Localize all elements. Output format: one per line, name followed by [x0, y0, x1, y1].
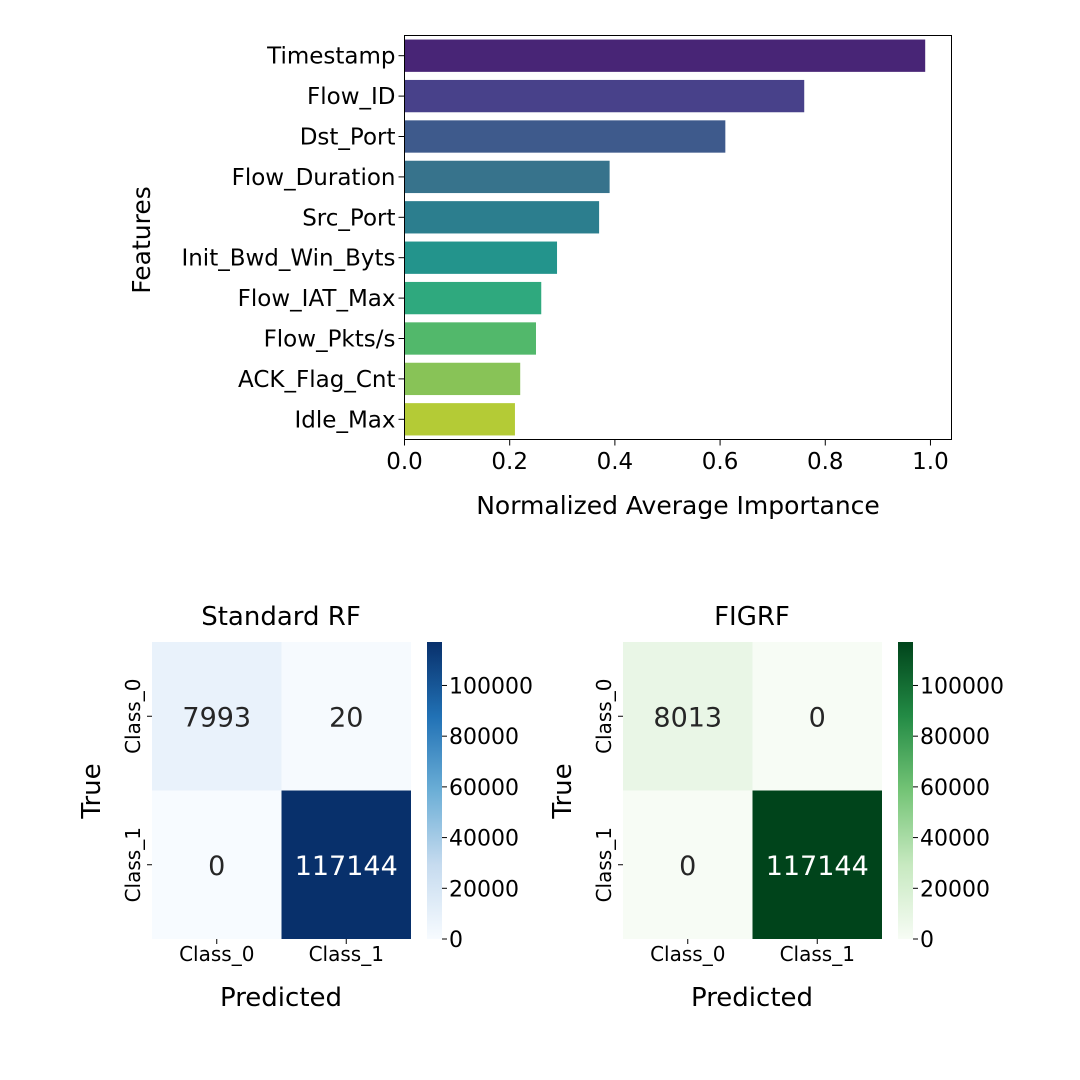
x-axis-label: Normalized Average Importance	[476, 491, 880, 520]
y-tick-label: ACK_Flag_Cnt	[238, 367, 395, 393]
bar-flow-pkts-s	[404, 322, 536, 355]
y-tick-label: Timestamp	[266, 44, 395, 70]
colorbar-tick-label: 20000	[920, 877, 990, 902]
x-tick-label: 0.0	[386, 449, 423, 475]
bar-idle-max	[404, 403, 515, 436]
heatmap-cell	[752, 642, 882, 791]
heatmap-cell	[281, 642, 411, 791]
cell-value: 7993	[182, 702, 251, 733]
cell-value: 0	[208, 851, 225, 882]
y-axis-label: Features	[127, 186, 156, 294]
x-tick-label: Class_0	[650, 942, 725, 966]
y-tick-label: Flow_Pkts/s	[264, 327, 396, 353]
heatmap-cell	[152, 790, 282, 939]
cell-value: 117144	[295, 851, 398, 882]
heatmap-cell	[623, 790, 753, 939]
colorbar	[898, 642, 913, 939]
standard-rf-confusion-matrix: Standard RF 7993 20 0 117144 Class_0 Class_1…	[77, 602, 533, 1013]
bar-flow-iat-max	[404, 281, 542, 315]
y-tick-label: Src_Port	[302, 205, 395, 231]
x-tick-label: Class_1	[309, 942, 384, 966]
cell-value: 0	[679, 851, 696, 882]
y-axis-label: True	[548, 763, 578, 819]
colorbar-tick-label: 100000	[920, 674, 1004, 699]
x-tick-label: 1.0	[912, 449, 949, 475]
cell-value: 20	[329, 702, 363, 733]
plot-frame	[404, 35, 952, 440]
y-axis-label: True	[77, 763, 107, 819]
bar-flow-duration	[404, 160, 610, 194]
x-axis-label: Predicted	[691, 983, 813, 1013]
y-tick-label: Flow_ID	[307, 84, 396, 110]
colorbar-tick-label: 0	[449, 928, 463, 953]
heatmap-cell	[152, 642, 282, 791]
heatmap-title: FIGRF	[714, 602, 790, 632]
cell-value: 117144	[766, 851, 869, 882]
colorbar-tick-label: 80000	[449, 725, 519, 750]
y-tick-label: Class_1	[121, 827, 145, 902]
heatmap-title: Standard RF	[201, 602, 361, 632]
y-tick-label: Flow_Duration	[232, 165, 396, 191]
colorbar-tick-label: 20000	[449, 877, 519, 902]
y-tick-label: Class_0	[592, 679, 616, 754]
y-tick-label: Class_0	[121, 679, 145, 754]
colorbar-tick-label: 60000	[920, 776, 990, 801]
cell-value: 8013	[653, 702, 722, 733]
y-tick-label: Idle_Max	[295, 407, 396, 433]
y-tick-label: Init_Bwd_Win_Byts	[181, 246, 395, 272]
feature-importance-chart: Timestamp Flow_ID Dst_Port Flow_Duration Src…	[127, 35, 952, 520]
x-tick-label: 0.8	[807, 449, 844, 475]
heatmap-cell	[752, 790, 882, 939]
y-tick-label: Class_1	[592, 827, 616, 902]
bar-timestamp	[404, 39, 926, 72]
heatmap-cell	[281, 790, 411, 939]
x-tick-label: Class_0	[179, 942, 254, 966]
y-tick-label: Flow_IAT_Max	[238, 286, 396, 312]
x-tick-label: 0.6	[702, 449, 739, 475]
colorbar-tick-label: 60000	[449, 776, 519, 801]
colorbar-tick-label: 80000	[920, 725, 990, 750]
x-tick-label: 0.4	[597, 449, 634, 475]
x-tick-label: Class_1	[780, 942, 855, 966]
bar-init-bwd-win-byts	[404, 241, 558, 274]
colorbar-tick-label: 100000	[449, 674, 533, 699]
bar-src-port	[404, 201, 600, 234]
heatmap-cell	[623, 642, 753, 791]
bar-ack-flag-cnt	[404, 362, 521, 396]
bar-flow-id	[404, 79, 805, 113]
colorbar-tick-label: 40000	[920, 827, 990, 852]
y-tick-label: Dst_Port	[300, 125, 396, 151]
colorbar-tick-label: 0	[920, 928, 934, 953]
x-tick-label: 0.2	[491, 449, 528, 475]
cell-value: 0	[809, 702, 826, 733]
bar-dst-port	[404, 120, 726, 153]
figrf-confusion-matrix: FIGRF 8013 0 0 117144 Class_0 Class_1 Class_0…	[548, 602, 1004, 1013]
x-axis-label: Predicted	[220, 983, 342, 1013]
colorbar	[427, 642, 442, 939]
colorbar-tick-label: 40000	[449, 827, 519, 852]
